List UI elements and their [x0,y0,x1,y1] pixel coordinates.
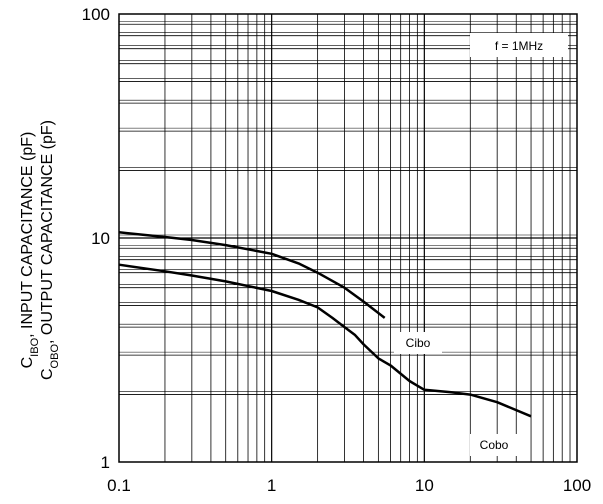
plot-frame [118,13,578,463]
y-tick-label: 10 [91,229,110,248]
x-tick-label: 1 [267,476,276,495]
x-tick-label: 100 [563,476,591,495]
tick-labels: 0.1 1 10 100 1 10 100 [82,5,592,495]
grid [119,14,577,462]
series-layer [118,231,532,418]
series-label-cibo-text: Cibo [406,336,431,350]
y-axis-label-line2: COBO, OUTPUT CAPACITANCE (pF) [39,120,61,380]
x-tick-label: 0.1 [107,476,131,495]
y-axis-label-line1: CIBO, INPUT CAPACITANCE (pF) [19,132,41,369]
y-tick-label: 1 [101,453,110,472]
annotation-text: f = 1MHz [495,39,543,53]
series-line-cobo [118,263,532,418]
series-line-cibo [118,231,386,319]
y-axis-label: CIBO, INPUT CAPACITANCE (pF) COBO, OUTPU… [19,120,61,380]
series-label-cobo: Cobo [470,434,518,456]
series-label-cobo-text: Cobo [480,438,509,452]
x-tick-label: 10 [415,476,434,495]
series-label-cibo: Cibo [394,332,442,354]
y-tick-label: 100 [82,5,110,24]
frequency-annotation: f = 1MHz [470,33,568,57]
